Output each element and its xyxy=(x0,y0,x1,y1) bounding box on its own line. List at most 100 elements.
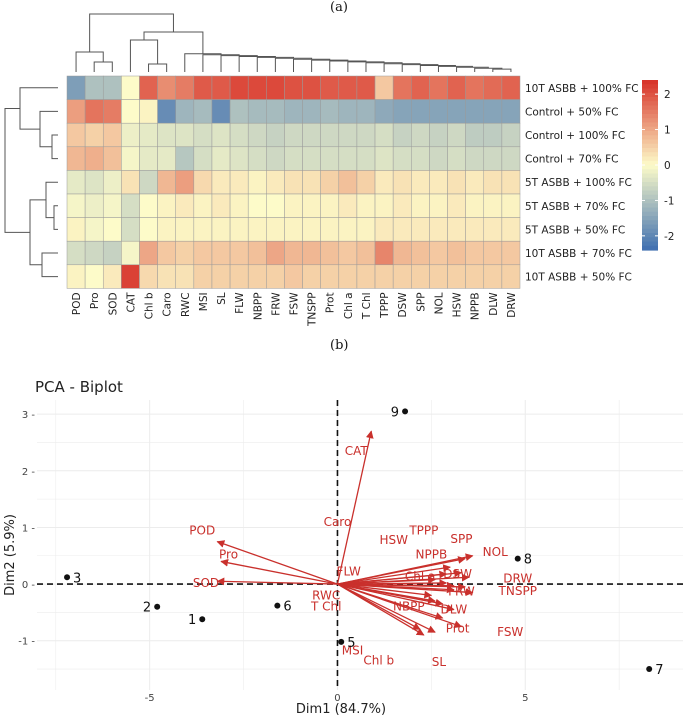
heatmap-cell xyxy=(266,170,285,195)
heatmap-cell xyxy=(66,146,86,171)
col-dendrogram-branch xyxy=(148,63,168,72)
loading-label: TPPP xyxy=(408,523,438,537)
heatmap-cell xyxy=(302,217,321,242)
heatmap-cell xyxy=(102,99,122,124)
loading-arrow xyxy=(337,553,474,585)
heatmap-cell xyxy=(465,193,485,218)
heatmap-cell xyxy=(483,264,503,289)
loading-label: NBPP xyxy=(393,600,425,614)
heatmap-row-label: 5T ASBB + 70% FC xyxy=(525,201,625,213)
heatmap-col-label: NPPB xyxy=(470,292,482,320)
heatmap-cell xyxy=(501,193,521,218)
heatmap-cell xyxy=(84,75,104,100)
pca-x-tick-label: -5 xyxy=(145,693,155,704)
heatmap-cell xyxy=(501,122,521,148)
heatmap-cell xyxy=(392,99,412,124)
loading-label: FSW xyxy=(497,625,523,639)
heatmap-cell xyxy=(338,193,358,218)
heatmap-cell xyxy=(139,170,158,195)
heatmap-cell xyxy=(284,170,303,195)
heatmap-cell xyxy=(66,240,86,266)
heatmap-cell xyxy=(338,170,358,195)
legend-gradient-segment xyxy=(642,233,658,238)
pca-score-points: 1 2 3 5 6 7 8 9 xyxy=(64,405,663,678)
heatmap-cell xyxy=(66,75,86,100)
heatmap-cell xyxy=(338,240,358,266)
heatmap-cell xyxy=(302,170,321,195)
heatmap-cell xyxy=(465,122,485,148)
legend-gradient-segment xyxy=(642,220,658,226)
loading-label: SOD xyxy=(193,576,219,590)
score-point-label: 2 xyxy=(143,601,151,616)
heatmap-cell xyxy=(429,170,448,195)
score-point-label: 8 xyxy=(524,553,532,568)
heatmap-cell xyxy=(175,217,195,242)
loading-arrow xyxy=(337,583,463,628)
score-point-label: 6 xyxy=(283,600,291,615)
heatmap-col-label: Caro xyxy=(162,292,174,316)
heatmap-cell xyxy=(284,264,303,289)
score-point xyxy=(199,616,206,623)
pca-x-tick-label: 5 xyxy=(522,693,528,704)
heatmap-cell xyxy=(302,193,321,218)
heatmap-cell xyxy=(356,170,376,195)
heatmap-cell xyxy=(302,264,321,289)
heatmap-cell xyxy=(429,264,448,289)
heatmap-cell xyxy=(483,75,503,100)
legend-gradient-segment xyxy=(642,173,658,179)
heatmap-cell xyxy=(175,122,195,148)
heatmap-col-label: NOL xyxy=(433,292,445,314)
loading-label: NOL xyxy=(483,545,508,559)
legend-gradient-segment xyxy=(642,156,658,162)
loading-label: DRW xyxy=(503,571,532,585)
heatmap-cell xyxy=(66,264,86,289)
loading-arrow xyxy=(337,583,444,620)
heatmap-cell xyxy=(175,240,195,266)
loading-label: T Chl xyxy=(310,600,341,614)
heatmap-cell xyxy=(465,217,485,242)
heatmap-cell xyxy=(211,146,231,171)
score-point xyxy=(514,555,521,562)
loading-label: DLW xyxy=(441,603,468,617)
heatmap-cell xyxy=(139,193,158,218)
heatmap-cell xyxy=(139,146,158,171)
heatmap-cell xyxy=(302,99,321,124)
pca-plot-panel xyxy=(37,400,683,690)
loading-label: POD xyxy=(189,523,215,537)
heatmap-cell xyxy=(284,217,303,242)
row-dendrogram-branch xyxy=(4,107,30,233)
loading-label: DSW xyxy=(443,567,472,581)
score-point-label: 7 xyxy=(655,663,663,678)
legend-gradient-segment xyxy=(642,139,658,145)
pca-ylabel: Dim2 (5.9%) xyxy=(3,514,18,596)
heatmap-cell xyxy=(447,240,466,266)
heatmap-cell xyxy=(501,170,521,195)
legend-gradient-segment xyxy=(642,211,658,217)
heatmap-cell xyxy=(465,75,485,100)
heatmap-cell xyxy=(211,217,231,242)
heatmap-cell xyxy=(411,75,430,100)
heatmap-cell xyxy=(139,75,158,100)
col-dendrogram-branch xyxy=(89,13,174,52)
heatmap-cell xyxy=(429,122,448,148)
heatmap-cell xyxy=(229,75,249,100)
heatmap-cell xyxy=(84,122,104,148)
heatmap-cell xyxy=(266,146,285,171)
heatmap-color-legend: 2 1 0 -1 -2 xyxy=(642,80,674,251)
loading-arrow xyxy=(337,583,425,636)
heatmap-cell xyxy=(356,122,376,148)
heatmap-col-label: HSW xyxy=(452,292,464,318)
column-dendrogram xyxy=(75,13,512,72)
heatmap-cell xyxy=(121,75,140,100)
heatmap-cell xyxy=(374,170,394,195)
heatmap-row-label: 10T ASBB + 70% FC xyxy=(525,248,632,260)
loading-arrow xyxy=(337,579,448,587)
score-point xyxy=(274,602,281,609)
heatmap-col-label: Chl a xyxy=(343,292,355,319)
heatmap-cell xyxy=(247,217,267,242)
legend-gradient-segment xyxy=(642,245,658,251)
legend-tick-label: 0 xyxy=(664,160,671,172)
heatmap-cell xyxy=(193,99,213,124)
heatmap-cell xyxy=(320,264,340,289)
score-point-label: 3 xyxy=(73,571,81,586)
